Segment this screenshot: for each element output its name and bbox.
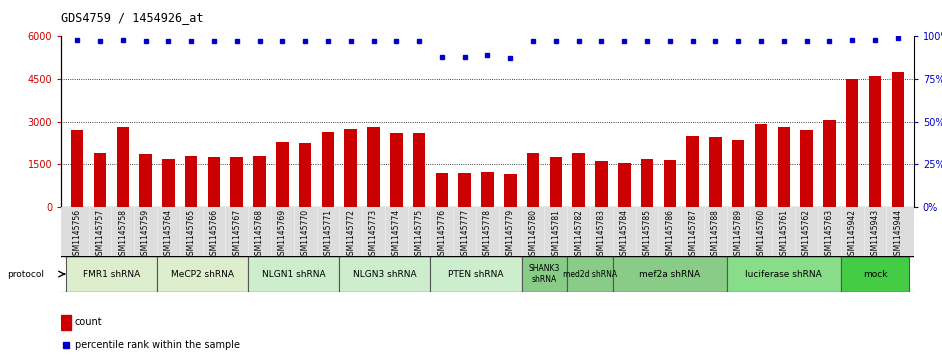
Bar (527, 153, 540, 207)
Bar (613, 256, 727, 292)
Text: GSM1145787: GSM1145787 (689, 209, 697, 260)
Text: GSM1145761: GSM1145761 (779, 209, 788, 260)
Text: GSM1145767: GSM1145767 (233, 209, 241, 261)
Text: GSM1145765: GSM1145765 (187, 209, 196, 261)
Bar (345, 129, 357, 207)
Text: GSM1145759: GSM1145759 (141, 209, 150, 261)
Bar (61, 315, 71, 330)
Text: GSM1145762: GSM1145762 (802, 209, 811, 260)
Text: GSM1145763: GSM1145763 (825, 209, 834, 261)
Text: percentile rank within the sample: percentile rank within the sample (74, 340, 240, 350)
Text: count: count (74, 317, 103, 327)
Bar (339, 256, 430, 292)
Text: GSM1145942: GSM1145942 (848, 209, 856, 260)
Bar (430, 256, 522, 292)
Text: MeCP2 shRNA: MeCP2 shRNA (171, 270, 234, 278)
Bar (567, 256, 613, 292)
Text: GSM1145758: GSM1145758 (119, 209, 127, 260)
Text: GSM1145778: GSM1145778 (483, 209, 492, 260)
Bar (299, 143, 312, 207)
Text: GSM1145768: GSM1145768 (255, 209, 264, 260)
Bar (841, 256, 909, 292)
Text: GSM1145777: GSM1145777 (461, 209, 469, 261)
Text: GSM1145757: GSM1145757 (95, 209, 105, 261)
Bar (709, 137, 722, 207)
Text: GSM1145771: GSM1145771 (323, 209, 333, 260)
Bar (481, 172, 494, 207)
Bar (367, 127, 380, 207)
Bar (522, 256, 567, 292)
Text: GDS4759 / 1454926_at: GDS4759 / 1454926_at (61, 11, 203, 24)
Text: GSM1145943: GSM1145943 (870, 209, 880, 261)
Text: GSM1145782: GSM1145782 (575, 209, 583, 260)
Bar (390, 133, 402, 207)
Bar (71, 130, 84, 207)
Text: med2d shRNA: med2d shRNA (563, 270, 617, 278)
Bar (549, 157, 562, 207)
Text: GSM1145760: GSM1145760 (756, 209, 766, 261)
Bar (846, 79, 858, 207)
Bar (93, 153, 106, 207)
Text: mef2a shRNA: mef2a shRNA (640, 270, 701, 278)
Bar (504, 174, 516, 207)
Text: GSM1145756: GSM1145756 (73, 209, 82, 261)
Text: GSM1145784: GSM1145784 (620, 209, 628, 260)
Text: GSM1145785: GSM1145785 (642, 209, 652, 260)
Bar (663, 160, 676, 207)
Bar (185, 156, 198, 207)
Text: mock: mock (863, 270, 887, 278)
Bar (801, 130, 813, 207)
Text: GSM1145780: GSM1145780 (528, 209, 538, 260)
Text: luciferase shRNA: luciferase shRNA (745, 270, 822, 278)
Bar (253, 156, 266, 207)
Text: GSM1145775: GSM1145775 (414, 209, 424, 261)
Bar (641, 159, 654, 207)
Text: PTEN shRNA: PTEN shRNA (448, 270, 504, 278)
Bar (727, 256, 841, 292)
Bar (139, 154, 152, 207)
Bar (869, 76, 882, 207)
Bar (231, 157, 243, 207)
Text: GSM1145770: GSM1145770 (300, 209, 310, 261)
Text: NLGN3 shRNA: NLGN3 shRNA (353, 270, 416, 278)
Bar (573, 153, 585, 207)
Text: GSM1145776: GSM1145776 (437, 209, 447, 261)
Bar (413, 133, 426, 207)
Bar (276, 142, 288, 207)
Text: GSM1145786: GSM1145786 (665, 209, 674, 260)
Text: GSM1145769: GSM1145769 (278, 209, 286, 261)
Bar (248, 256, 339, 292)
Text: protocol: protocol (8, 270, 44, 278)
Text: GSM1145789: GSM1145789 (734, 209, 742, 260)
Bar (162, 159, 174, 207)
Text: GSM1145764: GSM1145764 (164, 209, 173, 261)
Bar (117, 127, 129, 207)
Text: GSM1145783: GSM1145783 (597, 209, 606, 260)
Bar (777, 127, 790, 207)
Text: GSM1145944: GSM1145944 (893, 209, 902, 261)
Text: FMR1 shRNA: FMR1 shRNA (83, 270, 140, 278)
Bar (459, 174, 471, 207)
Bar (618, 163, 630, 207)
Text: GSM1145788: GSM1145788 (711, 209, 720, 260)
Bar (732, 140, 744, 207)
Bar (595, 162, 608, 207)
Bar (891, 72, 904, 207)
Text: SHANK3
shRNA: SHANK3 shRNA (528, 264, 560, 284)
Bar (435, 173, 448, 207)
Bar (66, 256, 157, 292)
Text: GSM1145773: GSM1145773 (369, 209, 378, 261)
Bar (687, 136, 699, 207)
Text: GSM1145774: GSM1145774 (392, 209, 400, 261)
Bar (157, 256, 248, 292)
Bar (321, 131, 334, 207)
Text: GSM1145779: GSM1145779 (506, 209, 514, 261)
Bar (207, 157, 220, 207)
Bar (823, 120, 836, 207)
Bar (755, 125, 768, 207)
Text: GSM1145766: GSM1145766 (209, 209, 219, 261)
Text: GSM1145772: GSM1145772 (347, 209, 355, 260)
Text: NLGN1 shRNA: NLGN1 shRNA (262, 270, 326, 278)
Text: GSM1145781: GSM1145781 (551, 209, 560, 260)
